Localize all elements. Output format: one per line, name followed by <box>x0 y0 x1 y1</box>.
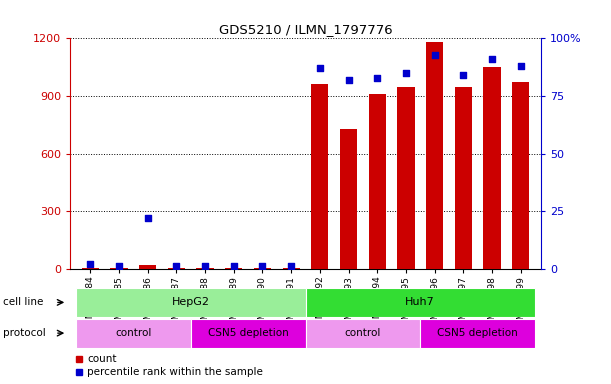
Bar <box>111 268 128 269</box>
Point <box>114 263 124 270</box>
Text: cell line: cell line <box>3 297 43 308</box>
Point <box>229 263 239 270</box>
Point <box>287 263 296 270</box>
Bar <box>168 268 185 269</box>
Bar <box>311 84 329 269</box>
Point <box>315 65 324 71</box>
Bar <box>426 42 443 269</box>
Bar <box>191 319 306 348</box>
Bar <box>225 268 243 269</box>
Point <box>401 70 411 76</box>
Bar <box>254 268 271 269</box>
Bar <box>306 319 420 348</box>
Text: Huh7: Huh7 <box>405 297 435 308</box>
Bar <box>397 88 414 269</box>
Point <box>458 72 468 78</box>
Bar <box>483 67 500 269</box>
Point <box>143 215 153 221</box>
Point <box>86 261 95 267</box>
Point <box>258 263 268 270</box>
Point <box>430 51 439 58</box>
Bar <box>76 288 306 317</box>
Title: GDS5210 / ILMN_1797776: GDS5210 / ILMN_1797776 <box>219 23 392 36</box>
Point <box>172 263 181 270</box>
Text: HepG2: HepG2 <box>172 297 210 308</box>
Bar <box>306 288 535 317</box>
Bar <box>368 94 386 269</box>
Text: CSN5 depletion: CSN5 depletion <box>208 328 288 338</box>
Point <box>343 77 353 83</box>
Point <box>487 56 497 62</box>
Bar <box>420 319 535 348</box>
Bar <box>455 88 472 269</box>
Bar <box>282 268 300 269</box>
Bar <box>512 82 529 269</box>
Point <box>200 263 210 270</box>
Text: control: control <box>115 328 152 338</box>
Text: protocol: protocol <box>3 328 46 338</box>
Text: percentile rank within the sample: percentile rank within the sample <box>87 367 263 377</box>
Bar <box>197 268 214 269</box>
Bar <box>82 268 99 269</box>
Bar <box>340 129 357 269</box>
Bar <box>139 265 156 269</box>
Text: control: control <box>345 328 381 338</box>
Bar <box>76 319 191 348</box>
Text: CSN5 depletion: CSN5 depletion <box>437 328 518 338</box>
Text: count: count <box>87 354 117 364</box>
Point <box>372 74 382 81</box>
Point <box>516 63 525 69</box>
